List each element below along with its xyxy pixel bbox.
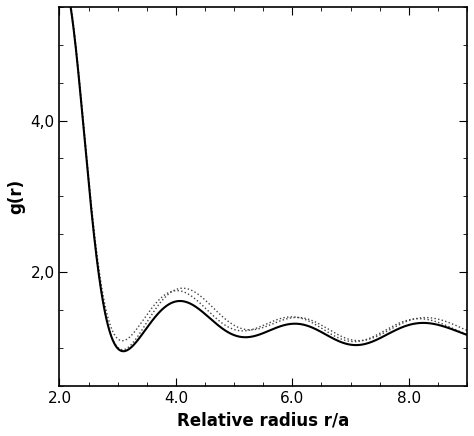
X-axis label: Relative radius r/a: Relative radius r/a [177, 411, 349, 429]
Y-axis label: g(r): g(r) [7, 179, 25, 214]
